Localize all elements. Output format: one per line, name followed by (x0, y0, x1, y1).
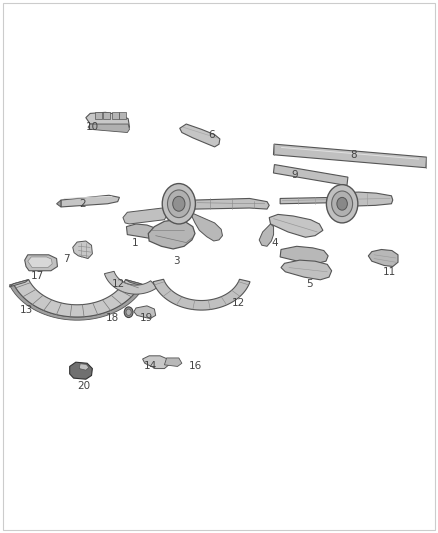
Text: 13: 13 (20, 305, 33, 315)
Polygon shape (127, 224, 158, 239)
Text: 10: 10 (86, 122, 99, 132)
Polygon shape (14, 280, 141, 317)
Text: 14: 14 (144, 361, 157, 371)
Polygon shape (86, 112, 130, 130)
Polygon shape (164, 358, 182, 367)
Polygon shape (259, 224, 274, 246)
Polygon shape (73, 241, 92, 259)
Polygon shape (273, 165, 348, 185)
Circle shape (167, 190, 190, 217)
Text: 12: 12 (232, 297, 245, 308)
Polygon shape (281, 260, 332, 280)
Polygon shape (143, 356, 169, 368)
Polygon shape (280, 192, 393, 207)
Polygon shape (126, 280, 146, 287)
Text: 20: 20 (77, 381, 90, 391)
Text: 6: 6 (208, 130, 215, 140)
Polygon shape (9, 280, 28, 287)
Text: 18: 18 (106, 312, 120, 322)
Text: 5: 5 (306, 279, 313, 288)
Polygon shape (28, 257, 52, 268)
Text: 3: 3 (173, 256, 180, 266)
Text: 16: 16 (188, 361, 201, 371)
Polygon shape (269, 214, 323, 237)
Polygon shape (368, 249, 398, 266)
Text: 7: 7 (63, 254, 70, 264)
Polygon shape (112, 112, 119, 119)
Circle shape (126, 309, 131, 316)
Circle shape (337, 197, 347, 210)
Text: 9: 9 (291, 170, 297, 180)
Polygon shape (123, 208, 167, 224)
Circle shape (332, 191, 353, 216)
Text: 2: 2 (79, 199, 86, 209)
Text: 12: 12 (112, 279, 125, 288)
Circle shape (162, 183, 195, 224)
Polygon shape (192, 213, 223, 241)
Text: 19: 19 (140, 312, 153, 322)
Polygon shape (153, 279, 250, 310)
Polygon shape (88, 124, 130, 133)
Circle shape (124, 307, 133, 318)
Polygon shape (180, 124, 220, 147)
Circle shape (326, 184, 358, 223)
Polygon shape (134, 306, 155, 319)
Polygon shape (61, 195, 120, 207)
Polygon shape (103, 112, 110, 119)
Polygon shape (79, 364, 89, 370)
Polygon shape (280, 246, 328, 264)
Text: 4: 4 (271, 238, 278, 247)
Polygon shape (193, 198, 269, 209)
Polygon shape (9, 284, 145, 320)
Polygon shape (95, 112, 102, 119)
Polygon shape (104, 271, 157, 294)
Polygon shape (70, 362, 92, 379)
Polygon shape (57, 200, 61, 207)
Text: 17: 17 (31, 271, 44, 281)
Polygon shape (273, 144, 427, 168)
Polygon shape (25, 255, 57, 271)
Text: 8: 8 (350, 150, 357, 160)
Text: 1: 1 (131, 238, 138, 247)
Circle shape (173, 196, 185, 211)
Polygon shape (148, 220, 195, 249)
Polygon shape (120, 112, 127, 119)
Text: 11: 11 (383, 267, 396, 277)
